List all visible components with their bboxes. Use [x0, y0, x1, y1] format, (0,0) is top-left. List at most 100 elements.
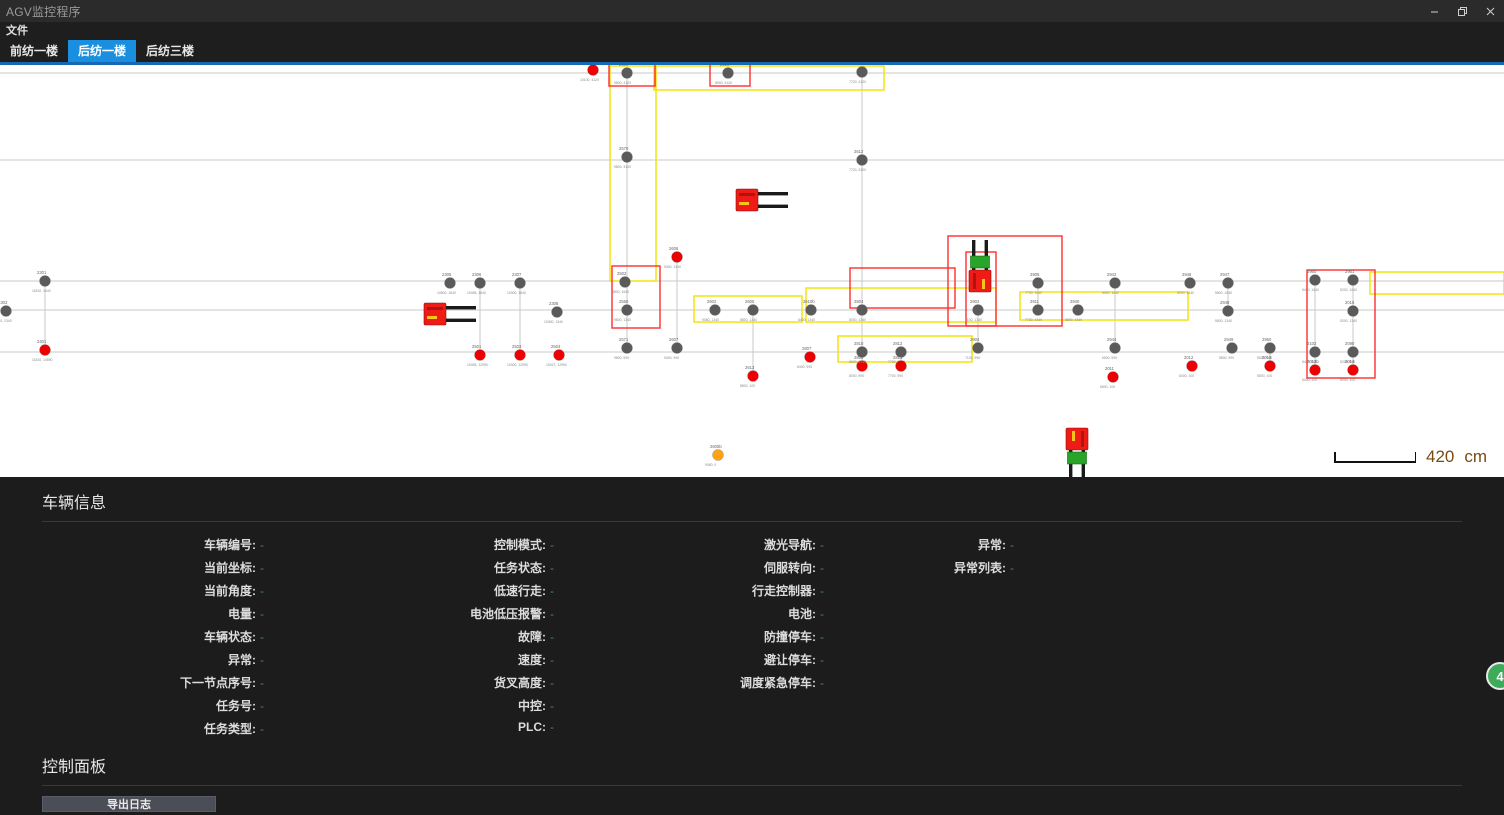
map-canvas[interactable]: 2301 11810, 1640 2303 11810, 1340 2401 11810,… [0, 65, 1504, 477]
node-dot[interactable] [671, 251, 683, 263]
map-node[interactable]: 2307 10300, 1640 [507, 272, 526, 295]
node-dot[interactable] [1072, 304, 1084, 316]
node-dot[interactable] [587, 65, 599, 76]
node-dot[interactable] [1107, 371, 1119, 383]
map-node[interactable]: 2944 6500, 990 [1102, 337, 1121, 360]
map-node[interactable]: 2501 10455, 12990 [467, 344, 488, 367]
map-node[interactable]: 2013b 5400, 100 [1302, 359, 1321, 382]
map-node[interactable]: 2610b 8400, 1340 [798, 299, 817, 322]
node-dot[interactable] [1264, 342, 1276, 354]
node-dot[interactable] [444, 277, 456, 289]
node-dot[interactable] [805, 304, 817, 316]
map-node[interactable]: 2810 8000, 1040 [849, 341, 868, 364]
node-dot[interactable] [722, 67, 734, 79]
node-dot[interactable] [1222, 277, 1234, 289]
map-node[interactable]: 2611 7700, 4120 [849, 65, 868, 84]
map-node[interactable]: 2014 5200, 100 [1340, 359, 1359, 382]
node-dot[interactable] [514, 277, 526, 289]
node-dot[interactable] [621, 67, 633, 79]
node-dot[interactable] [1109, 342, 1121, 354]
node-dot[interactable] [972, 304, 984, 316]
node-dot[interactable] [1347, 346, 1359, 358]
map-node[interactable]: 2301 11810, 1640 [32, 270, 51, 293]
map-node[interactable]: 2503 10300, 12990 [507, 344, 528, 367]
map-node[interactable]: 2613 8800, 100 [740, 365, 759, 388]
map-node[interactable]: 2808 8000, 990 [849, 355, 868, 378]
map-node[interactable]: 2308 10300, 1340 [544, 301, 563, 324]
node-dot[interactable] [474, 277, 486, 289]
node-dot[interactable] [1186, 360, 1198, 372]
map-node[interactable]: 2942 6500, 1640 [1102, 272, 1121, 295]
node-dot[interactable] [1032, 277, 1044, 289]
node-dot[interactable] [1309, 274, 1321, 286]
node-dot[interactable] [804, 351, 816, 363]
minimize-icon[interactable] [1420, 0, 1448, 22]
map-node[interactable]: 2605b 9080, 0 [705, 444, 724, 467]
node-dot[interactable] [1032, 304, 1044, 316]
tab-1[interactable]: 后纺一楼 [68, 40, 137, 62]
node-dot[interactable] [895, 360, 907, 372]
node-dot[interactable] [1264, 360, 1276, 372]
map-node[interactable]: 2804 8000, 1340 [849, 299, 868, 322]
map-node[interactable]: 2812 7700, 1040 [888, 341, 907, 364]
floating-action-button[interactable]: 4 [1486, 662, 1504, 690]
map-node[interactable]: 2550 9800, 1340 [614, 299, 633, 322]
tab-2[interactable]: 后纺三楼 [146, 44, 195, 58]
node-dot[interactable] [621, 151, 633, 163]
node-dot[interactable] [619, 276, 631, 288]
node-dot[interactable] [0, 305, 12, 317]
map-node[interactable]: 2950 5500, 990 [1257, 337, 1276, 360]
node-dot[interactable] [1222, 305, 1234, 317]
map-node[interactable]: 2303 11810, 1340 [0, 300, 12, 323]
node-dot[interactable] [514, 349, 526, 361]
map-node[interactable]: 2949 5800, 990 [1219, 337, 1238, 360]
node-dot[interactable] [1226, 342, 1238, 354]
agv-vehicle[interactable] [1065, 427, 1089, 477]
map-node[interactable]: 2607 9400, 990 [664, 337, 683, 360]
node-dot[interactable] [39, 344, 51, 356]
node-dot[interactable] [895, 346, 907, 358]
map-node[interactable]: 2813 7700, 990 [888, 355, 907, 378]
node-dot[interactable] [972, 342, 984, 354]
map-node[interactable]: 2602 9080, 1340 [702, 299, 721, 322]
menu-item-file[interactable]: 文件 [6, 25, 28, 37]
map-node[interactable]: 2011 6500, 100 [1100, 366, 1119, 389]
map-node[interactable]: 2905 7730, 1640 [1025, 272, 1044, 295]
map-node[interactable]: 2911 7730, 1340 [1025, 299, 1044, 322]
node-dot[interactable] [856, 360, 868, 372]
map-node[interactable]: 2606 9400, 1940 [664, 246, 683, 269]
map-node[interactable]: 2904 7100, 990 [965, 337, 984, 360]
map-node[interactable]: 2946 6000, 1640 [1177, 272, 1196, 295]
node-dot[interactable] [747, 370, 759, 382]
map-node[interactable]: 2102 5400, 990 [1302, 341, 1321, 364]
node-dot[interactable] [856, 346, 868, 358]
map-node[interactable]: 2504 10027, 12990 [546, 344, 567, 367]
map-node[interactable]: 2612 7700, 3100 [849, 149, 868, 172]
map-node[interactable]: 2570 9800, 3100 [614, 146, 633, 169]
node-dot[interactable] [712, 449, 724, 461]
map-node[interactable]: 2605 8800, 1340 [740, 299, 759, 322]
map-node[interactable]: 2502 9800, 1640 [612, 271, 631, 294]
node-dot[interactable] [1309, 364, 1321, 376]
node-dot[interactable] [621, 304, 633, 316]
map-node[interactable]: 2961 5200, 1640 [1340, 269, 1359, 292]
map-node[interactable]: 2960 5400, 1640 [1302, 269, 1321, 292]
node-dot[interactable] [1347, 305, 1359, 317]
node-dot[interactable] [1184, 277, 1196, 289]
node-dot[interactable] [856, 304, 868, 316]
export-log-button[interactable]: 导出日志 [42, 796, 216, 812]
restore-icon[interactable] [1448, 0, 1476, 22]
node-dot[interactable] [39, 275, 51, 287]
agv-vehicle[interactable] [968, 240, 992, 293]
node-dot[interactable] [709, 304, 721, 316]
agv-vehicle[interactable] [423, 302, 476, 326]
map-node[interactable]: 260110100, 4120 [580, 65, 599, 82]
node-dot[interactable] [621, 342, 633, 354]
node-dot[interactable] [671, 342, 683, 354]
tab-0[interactable]: 前纺一楼 [10, 44, 59, 58]
node-dot[interactable] [1347, 274, 1359, 286]
map-node[interactable]: 2948 5800, 1340 [1215, 300, 1234, 323]
node-dot[interactable] [1309, 346, 1321, 358]
node-dot[interactable] [1109, 277, 1121, 289]
map-node[interactable]: 2947 5800, 1640 [1215, 272, 1234, 295]
